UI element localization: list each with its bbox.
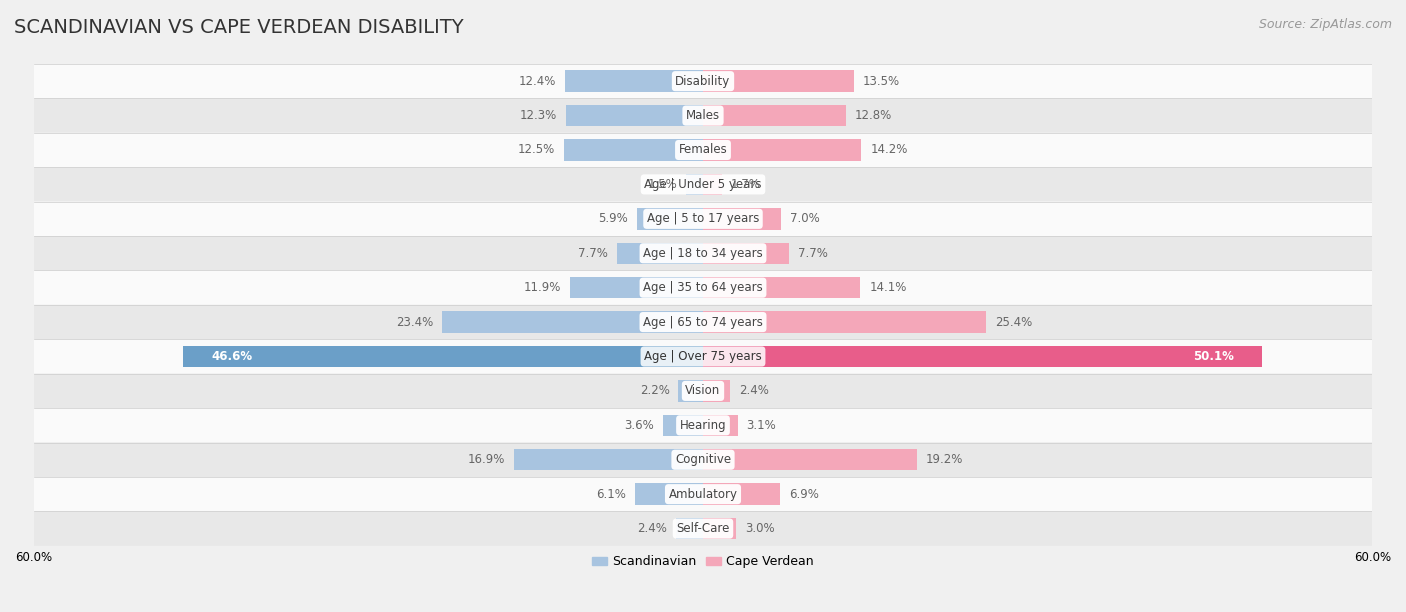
Text: Females: Females xyxy=(679,143,727,157)
Bar xyxy=(703,208,782,230)
Bar xyxy=(703,483,780,505)
Text: 6.1%: 6.1% xyxy=(596,488,626,501)
Text: Age | 35 to 64 years: Age | 35 to 64 years xyxy=(643,281,763,294)
Text: Males: Males xyxy=(686,109,720,122)
Bar xyxy=(662,415,703,436)
Bar xyxy=(636,483,703,505)
Bar xyxy=(703,415,738,436)
Bar xyxy=(703,312,987,333)
Text: Age | Over 75 years: Age | Over 75 years xyxy=(644,350,762,363)
Text: 12.4%: 12.4% xyxy=(519,75,555,88)
Text: 3.6%: 3.6% xyxy=(624,419,654,432)
Text: Disability: Disability xyxy=(675,75,731,88)
Bar xyxy=(703,380,730,401)
Text: 13.5%: 13.5% xyxy=(862,75,900,88)
Bar xyxy=(515,449,703,471)
Text: 6.9%: 6.9% xyxy=(789,488,818,501)
Bar xyxy=(679,380,703,401)
Text: 50.1%: 50.1% xyxy=(1194,350,1234,363)
Text: 23.4%: 23.4% xyxy=(395,316,433,329)
Bar xyxy=(565,105,703,126)
Bar xyxy=(703,346,1263,367)
Bar xyxy=(571,277,703,298)
Text: 1.5%: 1.5% xyxy=(648,178,678,191)
Bar xyxy=(703,277,860,298)
Text: 12.8%: 12.8% xyxy=(855,109,891,122)
FancyBboxPatch shape xyxy=(34,133,1372,167)
FancyBboxPatch shape xyxy=(34,408,1372,442)
Text: 2.2%: 2.2% xyxy=(640,384,669,397)
Bar xyxy=(617,242,703,264)
FancyBboxPatch shape xyxy=(34,201,1372,236)
Text: 11.9%: 11.9% xyxy=(524,281,561,294)
Bar xyxy=(703,449,917,471)
Text: Self-Care: Self-Care xyxy=(676,522,730,535)
Bar xyxy=(703,518,737,539)
Bar xyxy=(686,174,703,195)
Text: 14.1%: 14.1% xyxy=(869,281,907,294)
FancyBboxPatch shape xyxy=(34,64,1372,99)
Bar xyxy=(637,208,703,230)
Text: 16.9%: 16.9% xyxy=(468,453,506,466)
Text: SCANDINAVIAN VS CAPE VERDEAN DISABILITY: SCANDINAVIAN VS CAPE VERDEAN DISABILITY xyxy=(14,18,464,37)
Bar xyxy=(703,70,853,92)
FancyBboxPatch shape xyxy=(34,339,1372,374)
Text: 5.9%: 5.9% xyxy=(599,212,628,225)
FancyBboxPatch shape xyxy=(34,99,1372,133)
Bar xyxy=(703,105,846,126)
Text: 12.3%: 12.3% xyxy=(520,109,557,122)
Text: Vision: Vision xyxy=(685,384,721,397)
Text: Age | Under 5 years: Age | Under 5 years xyxy=(644,178,762,191)
Text: Hearing: Hearing xyxy=(679,419,727,432)
Bar xyxy=(703,174,721,195)
FancyBboxPatch shape xyxy=(34,512,1372,546)
Text: Age | 65 to 74 years: Age | 65 to 74 years xyxy=(643,316,763,329)
Text: 7.0%: 7.0% xyxy=(790,212,820,225)
Text: 19.2%: 19.2% xyxy=(927,453,963,466)
Bar xyxy=(183,346,703,367)
FancyBboxPatch shape xyxy=(34,477,1372,512)
Text: 2.4%: 2.4% xyxy=(738,384,769,397)
Bar xyxy=(703,140,862,161)
FancyBboxPatch shape xyxy=(34,305,1372,339)
Bar xyxy=(441,312,703,333)
Text: 46.6%: 46.6% xyxy=(211,350,252,363)
Text: 25.4%: 25.4% xyxy=(995,316,1032,329)
Text: Age | 18 to 34 years: Age | 18 to 34 years xyxy=(643,247,763,259)
FancyBboxPatch shape xyxy=(34,442,1372,477)
FancyBboxPatch shape xyxy=(34,271,1372,305)
FancyBboxPatch shape xyxy=(34,236,1372,271)
Text: 3.0%: 3.0% xyxy=(745,522,775,535)
Text: 7.7%: 7.7% xyxy=(578,247,609,259)
Legend: Scandinavian, Cape Verdean: Scandinavian, Cape Verdean xyxy=(588,550,818,573)
Text: 14.2%: 14.2% xyxy=(870,143,908,157)
FancyBboxPatch shape xyxy=(34,167,1372,201)
Bar xyxy=(564,140,703,161)
Bar xyxy=(676,518,703,539)
Bar xyxy=(703,242,789,264)
FancyBboxPatch shape xyxy=(34,374,1372,408)
Text: 7.7%: 7.7% xyxy=(797,247,828,259)
Text: 2.4%: 2.4% xyxy=(637,522,668,535)
Text: Age | 5 to 17 years: Age | 5 to 17 years xyxy=(647,212,759,225)
Text: 3.1%: 3.1% xyxy=(747,419,776,432)
Text: 12.5%: 12.5% xyxy=(517,143,554,157)
Text: Cognitive: Cognitive xyxy=(675,453,731,466)
Bar xyxy=(565,70,703,92)
Text: 1.7%: 1.7% xyxy=(731,178,761,191)
Text: Source: ZipAtlas.com: Source: ZipAtlas.com xyxy=(1258,18,1392,31)
Text: Ambulatory: Ambulatory xyxy=(668,488,738,501)
